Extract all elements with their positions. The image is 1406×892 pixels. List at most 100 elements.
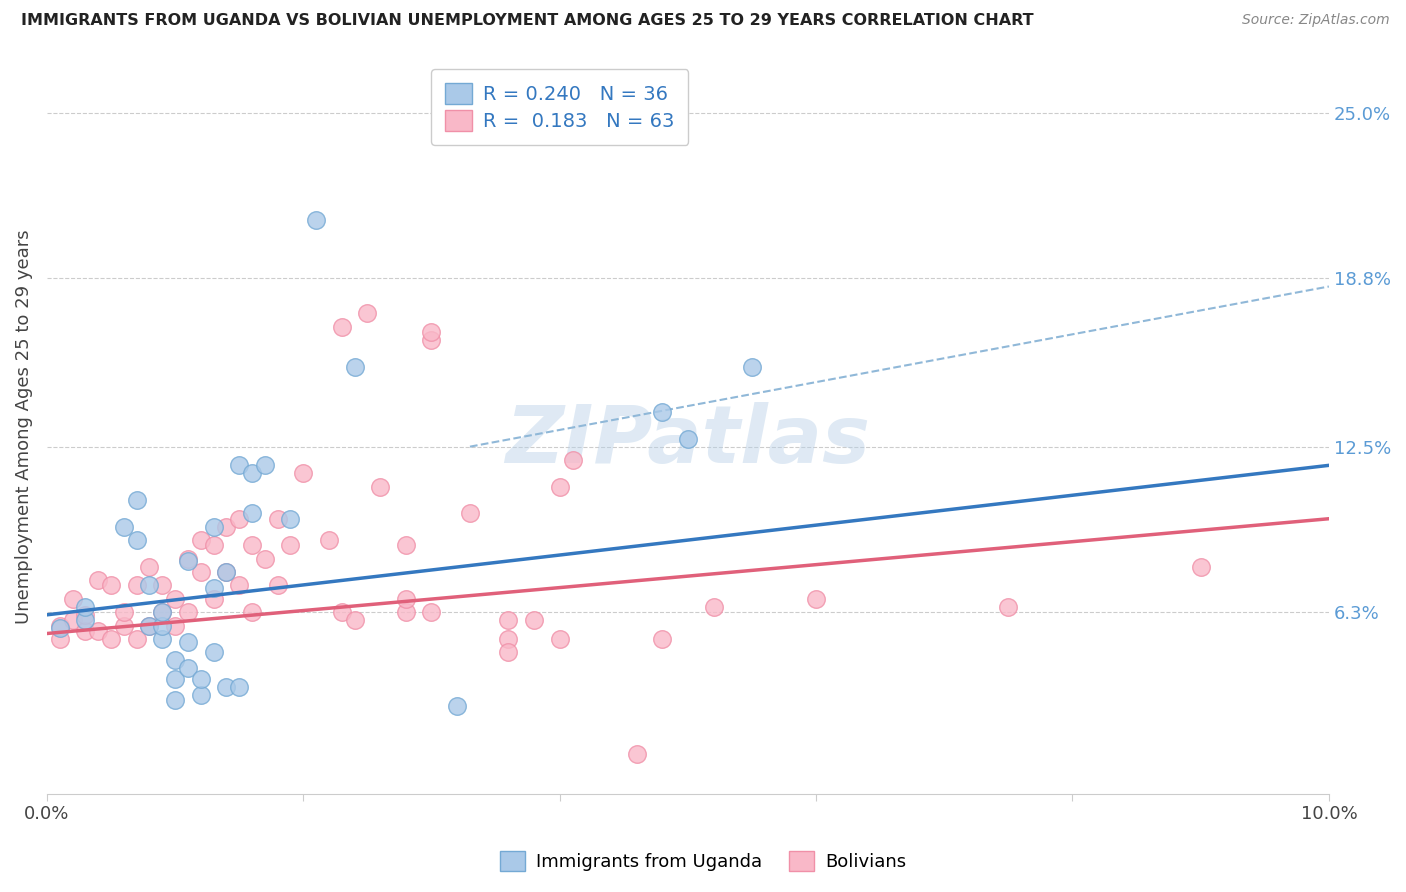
Point xyxy=(125,493,148,508)
Point xyxy=(100,578,122,592)
Point xyxy=(202,591,225,606)
Point xyxy=(395,605,418,619)
Point xyxy=(498,632,520,646)
Legend: R = 0.240   N = 36, R =  0.183   N = 63: R = 0.240 N = 36, R = 0.183 N = 63 xyxy=(432,70,689,145)
Point xyxy=(458,507,481,521)
Point xyxy=(138,618,160,632)
Point xyxy=(702,599,724,614)
Point xyxy=(138,578,160,592)
Point xyxy=(138,559,160,574)
Point xyxy=(165,672,187,686)
Point xyxy=(420,325,443,339)
Point xyxy=(330,605,353,619)
Text: IMMIGRANTS FROM UGANDA VS BOLIVIAN UNEMPLOYMENT AMONG AGES 25 TO 29 YEARS CORREL: IMMIGRANTS FROM UGANDA VS BOLIVIAN UNEMP… xyxy=(21,13,1033,29)
Point xyxy=(100,632,122,646)
Point xyxy=(112,605,135,619)
Point xyxy=(215,680,238,694)
Point xyxy=(498,645,520,659)
Point xyxy=(48,618,70,632)
Point xyxy=(215,565,238,579)
Point xyxy=(75,599,97,614)
Point xyxy=(523,613,546,627)
Point xyxy=(150,618,173,632)
Point xyxy=(215,565,238,579)
Point xyxy=(138,618,160,632)
Point xyxy=(626,747,648,761)
Point xyxy=(165,591,187,606)
Point xyxy=(112,618,135,632)
Point xyxy=(177,661,200,675)
Point xyxy=(330,319,353,334)
Point xyxy=(368,480,391,494)
Point xyxy=(177,551,200,566)
Point xyxy=(651,405,673,419)
Point xyxy=(228,680,250,694)
Point xyxy=(215,520,238,534)
Point xyxy=(202,520,225,534)
Point xyxy=(446,698,468,713)
Point xyxy=(280,512,302,526)
Point xyxy=(190,672,212,686)
Point xyxy=(305,212,328,227)
Point xyxy=(240,467,263,481)
Point xyxy=(253,458,276,473)
Point xyxy=(292,467,315,481)
Point xyxy=(62,613,84,627)
Point xyxy=(228,458,250,473)
Point xyxy=(420,605,443,619)
Point xyxy=(498,613,520,627)
Point xyxy=(150,605,173,619)
Point xyxy=(125,533,148,547)
Point xyxy=(177,634,200,648)
Point xyxy=(240,507,263,521)
Point xyxy=(125,632,148,646)
Point xyxy=(240,538,263,552)
Point xyxy=(395,591,418,606)
Text: ZIPatlas: ZIPatlas xyxy=(505,402,870,480)
Point xyxy=(343,613,366,627)
Point xyxy=(165,653,187,667)
Point xyxy=(741,359,763,374)
Point xyxy=(87,624,110,638)
Point xyxy=(202,538,225,552)
Point xyxy=(165,693,187,707)
Point xyxy=(548,632,571,646)
Point xyxy=(48,621,70,635)
Y-axis label: Unemployment Among Ages 25 to 29 years: Unemployment Among Ages 25 to 29 years xyxy=(15,229,32,624)
Point xyxy=(240,605,263,619)
Point xyxy=(356,306,378,320)
Point xyxy=(343,359,366,374)
Point xyxy=(280,538,302,552)
Point xyxy=(997,599,1019,614)
Point xyxy=(266,512,288,526)
Point xyxy=(420,333,443,347)
Point xyxy=(150,632,173,646)
Point xyxy=(253,551,276,566)
Point xyxy=(804,591,827,606)
Point xyxy=(190,565,212,579)
Point xyxy=(395,538,418,552)
Point xyxy=(548,480,571,494)
Point xyxy=(75,607,97,622)
Point xyxy=(112,520,135,534)
Point xyxy=(266,578,288,592)
Point xyxy=(150,605,173,619)
Point xyxy=(561,453,583,467)
Point xyxy=(202,581,225,595)
Point xyxy=(1189,559,1212,574)
Point xyxy=(48,632,70,646)
Point xyxy=(202,645,225,659)
Point xyxy=(75,613,97,627)
Point xyxy=(150,578,173,592)
Text: Source: ZipAtlas.com: Source: ZipAtlas.com xyxy=(1241,13,1389,28)
Point xyxy=(190,533,212,547)
Point xyxy=(651,632,673,646)
Legend: Immigrants from Uganda, Bolivians: Immigrants from Uganda, Bolivians xyxy=(492,844,914,879)
Point xyxy=(190,688,212,702)
Point xyxy=(676,432,699,446)
Point xyxy=(177,554,200,568)
Point xyxy=(228,578,250,592)
Point xyxy=(318,533,340,547)
Point xyxy=(62,591,84,606)
Point xyxy=(228,512,250,526)
